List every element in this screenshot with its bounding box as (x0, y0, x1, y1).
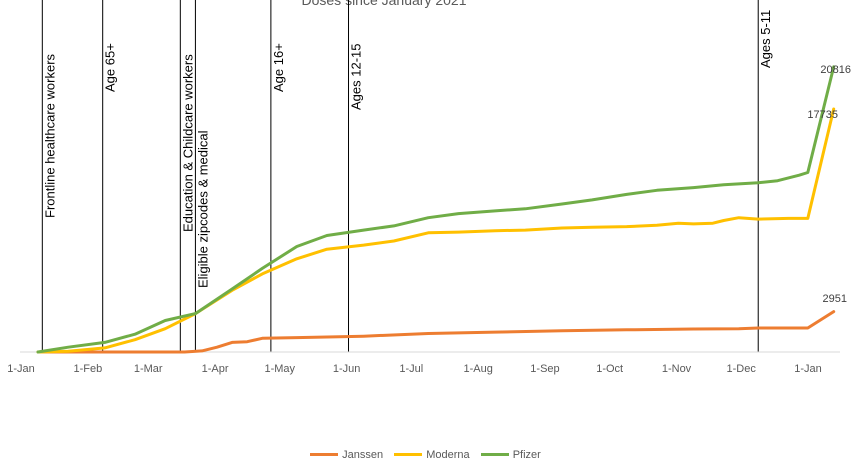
annotation-label-education-childcare-workers: Education & Childcare workers (180, 54, 195, 232)
annotation-label-eligible-zipcodes-medical: Eligible zipcodes & medical (195, 130, 210, 288)
annotation-label-age-16: Age 16+ (271, 43, 286, 92)
legend: Janssen Moderna Pfizer (0, 447, 851, 461)
x-tick-label: 1-Feb (73, 363, 102, 375)
x-tick-label: 1-Jul (399, 363, 423, 375)
series-layer (36, 65, 836, 354)
data-label-moderna: 17735 (807, 109, 838, 121)
x-tick-labels: 1-Jan 1-Feb 1-Mar 1-Apr 1-May 1-Jun 1-Jul 1-Aug… (7, 363, 822, 375)
data-label-layer: 2951 17735 20816 (807, 64, 851, 305)
legend-label-pfizer: Pfizer (512, 448, 541, 461)
legend-swatch-moderna (394, 453, 423, 456)
x-tick-label: 1-Aug (463, 363, 492, 375)
x-tick-label: 1-Jun (333, 363, 361, 375)
data-label-janssen: 2951 (823, 293, 847, 305)
x-tick-label: 1-Nov (662, 363, 692, 375)
legend-swatch-pfizer (480, 453, 509, 456)
series-line-pfizer (36, 65, 836, 354)
chart-title: Doses since January 2021 (302, 0, 467, 8)
data-label-pfizer: 20816 (820, 64, 851, 76)
x-tick-label: 1-Apr (202, 363, 229, 375)
annotation-label-ages-12-15: Ages 12-15 (349, 44, 364, 111)
x-tick-label: 1-Oct (596, 363, 623, 375)
series-line-janssen (36, 310, 836, 354)
legend-item-janssen: Janssen (310, 449, 383, 461)
series-line-moderna (36, 107, 836, 354)
annotation-label-age-65: Age 65+ (103, 43, 118, 92)
annotation-label-frontline-healthcare-workers: Frontline healthcare workers (42, 53, 57, 218)
x-tick-label: 1-Jan (7, 363, 35, 375)
legend-swatch-janssen (310, 453, 339, 456)
legend-label-moderna: Moderna (426, 448, 470, 461)
x-tick-label: 1-Dec (727, 363, 757, 375)
annotation-layer: Frontline healthcare workers Age 65+ Educa… (41, 0, 773, 352)
x-tick-label: 1-Jan (794, 363, 822, 375)
legend-item-pfizer: Pfizer (480, 448, 541, 461)
legend-item-moderna: Moderna (394, 448, 470, 461)
x-tick-label: 1-Mar (134, 363, 163, 375)
legend-label-janssen: Janssen (342, 448, 384, 461)
x-tick-label: 1-May (264, 363, 295, 375)
x-tick-label: 1-Sep (530, 363, 559, 375)
annotation-label-ages-5-11: Ages 5-11 (758, 10, 773, 68)
